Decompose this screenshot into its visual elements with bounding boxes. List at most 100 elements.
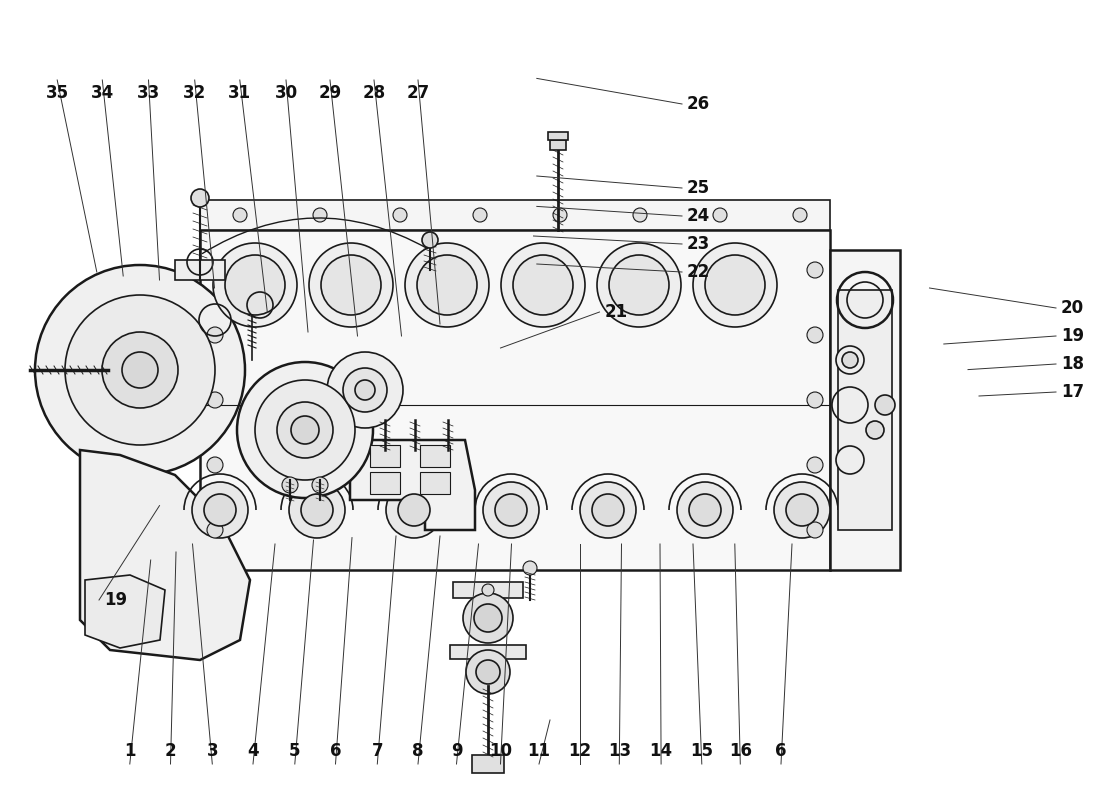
Circle shape bbox=[292, 416, 319, 444]
Circle shape bbox=[592, 494, 624, 526]
Text: 3: 3 bbox=[207, 742, 218, 760]
Text: 35: 35 bbox=[45, 84, 69, 102]
Circle shape bbox=[122, 352, 158, 388]
Bar bbox=[838, 290, 892, 530]
Circle shape bbox=[476, 660, 501, 684]
Polygon shape bbox=[85, 575, 165, 648]
Circle shape bbox=[866, 421, 884, 439]
Polygon shape bbox=[80, 450, 250, 660]
Text: 21: 21 bbox=[605, 303, 628, 321]
Circle shape bbox=[473, 208, 487, 222]
Text: 27: 27 bbox=[406, 84, 430, 102]
Circle shape bbox=[207, 457, 223, 473]
Text: 20: 20 bbox=[1062, 299, 1085, 317]
Circle shape bbox=[836, 346, 864, 374]
Bar bbox=[550, 140, 566, 150]
Circle shape bbox=[522, 561, 537, 575]
Circle shape bbox=[321, 255, 381, 315]
Circle shape bbox=[483, 482, 539, 538]
Text: 22: 22 bbox=[688, 263, 711, 281]
Circle shape bbox=[417, 255, 477, 315]
Circle shape bbox=[466, 650, 510, 694]
Circle shape bbox=[233, 208, 248, 222]
Circle shape bbox=[65, 295, 214, 445]
Text: eurospares: eurospares bbox=[184, 527, 388, 561]
Circle shape bbox=[192, 482, 248, 538]
Circle shape bbox=[405, 243, 490, 327]
Bar bbox=[450, 645, 526, 659]
Circle shape bbox=[213, 243, 297, 327]
Text: 2: 2 bbox=[165, 742, 176, 760]
Circle shape bbox=[207, 262, 223, 278]
Circle shape bbox=[676, 482, 733, 538]
Circle shape bbox=[693, 243, 777, 327]
Circle shape bbox=[713, 208, 727, 222]
Circle shape bbox=[309, 243, 393, 327]
Circle shape bbox=[204, 494, 236, 526]
Text: 11: 11 bbox=[528, 742, 550, 760]
Circle shape bbox=[314, 208, 327, 222]
Circle shape bbox=[35, 265, 245, 475]
Circle shape bbox=[807, 262, 823, 278]
Circle shape bbox=[191, 189, 209, 207]
Circle shape bbox=[226, 255, 285, 315]
Circle shape bbox=[807, 522, 823, 538]
Circle shape bbox=[255, 380, 355, 480]
Text: 19: 19 bbox=[104, 591, 128, 609]
Circle shape bbox=[774, 482, 830, 538]
Circle shape bbox=[312, 477, 328, 493]
Circle shape bbox=[793, 208, 807, 222]
Circle shape bbox=[836, 446, 864, 474]
Bar bbox=[453, 582, 522, 598]
Text: 9: 9 bbox=[451, 742, 462, 760]
Bar bbox=[175, 260, 226, 280]
Bar bbox=[472, 755, 504, 773]
Text: 18: 18 bbox=[1062, 355, 1084, 373]
Circle shape bbox=[343, 368, 387, 412]
Circle shape bbox=[786, 494, 818, 526]
Circle shape bbox=[632, 208, 647, 222]
Circle shape bbox=[842, 352, 858, 368]
Circle shape bbox=[495, 494, 527, 526]
Text: 19: 19 bbox=[1062, 327, 1085, 345]
Text: 24: 24 bbox=[688, 207, 711, 225]
Text: 13: 13 bbox=[607, 742, 631, 760]
Polygon shape bbox=[350, 440, 475, 530]
Text: eurospares: eurospares bbox=[184, 319, 388, 353]
Text: eurospares: eurospares bbox=[679, 319, 883, 353]
Text: 33: 33 bbox=[136, 84, 161, 102]
Circle shape bbox=[807, 392, 823, 408]
Text: 6: 6 bbox=[776, 742, 786, 760]
Text: 30: 30 bbox=[274, 84, 298, 102]
Circle shape bbox=[474, 604, 502, 632]
Circle shape bbox=[463, 593, 513, 643]
Bar bbox=[420, 472, 450, 494]
Text: 28: 28 bbox=[362, 84, 386, 102]
Bar bbox=[200, 200, 830, 230]
Bar bbox=[830, 250, 900, 570]
Circle shape bbox=[327, 352, 403, 428]
Text: 23: 23 bbox=[688, 235, 711, 253]
Circle shape bbox=[207, 392, 223, 408]
Circle shape bbox=[398, 494, 430, 526]
Circle shape bbox=[393, 208, 407, 222]
Circle shape bbox=[513, 255, 573, 315]
Text: 32: 32 bbox=[183, 84, 207, 102]
Circle shape bbox=[236, 362, 373, 498]
Text: eurospares: eurospares bbox=[679, 527, 883, 561]
Circle shape bbox=[609, 255, 669, 315]
Circle shape bbox=[355, 380, 375, 400]
Circle shape bbox=[482, 584, 494, 596]
Circle shape bbox=[102, 332, 178, 408]
Circle shape bbox=[705, 255, 764, 315]
Circle shape bbox=[807, 457, 823, 473]
Circle shape bbox=[386, 482, 442, 538]
Circle shape bbox=[500, 243, 585, 327]
Text: 6: 6 bbox=[330, 742, 341, 760]
Text: 14: 14 bbox=[649, 742, 673, 760]
Circle shape bbox=[289, 482, 345, 538]
Circle shape bbox=[553, 208, 566, 222]
Text: 5: 5 bbox=[289, 742, 300, 760]
Text: 31: 31 bbox=[228, 84, 252, 102]
Text: 16: 16 bbox=[729, 742, 751, 760]
